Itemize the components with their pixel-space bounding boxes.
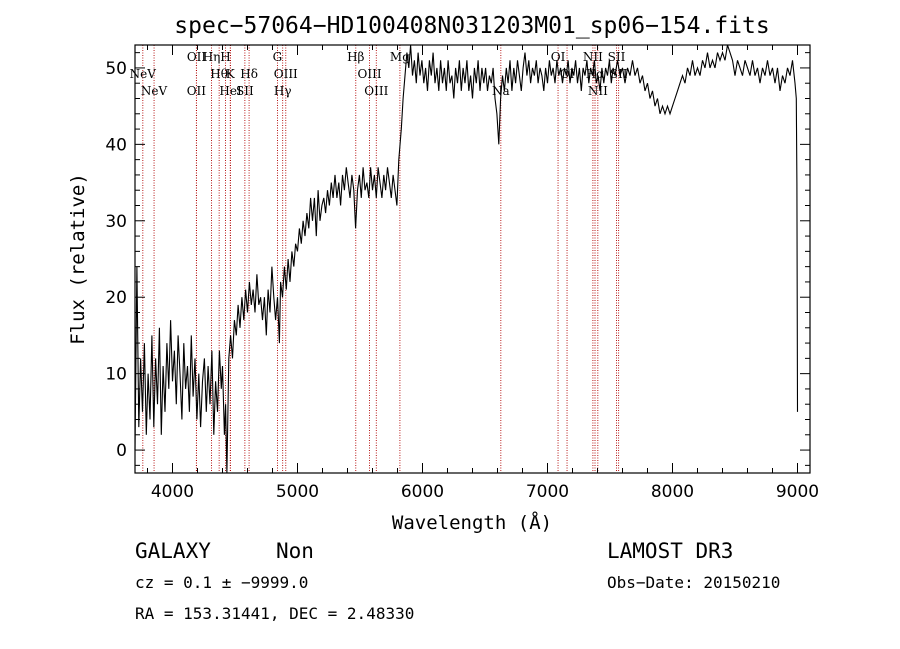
emission-line-label: Hβ <box>347 50 364 64</box>
x-tick-label: 4000 <box>151 482 194 502</box>
emission-line-label: OIII <box>364 84 388 98</box>
chart-title: spec−57064−HD100408N031203M01_sp06−154.f… <box>174 13 769 39</box>
data-release: LAMOST DR3 <box>607 539 733 563</box>
ra-dec-coordinates: RA = 153.31441, DEC = 2.48330 <box>135 604 414 623</box>
emission-line-label: HeI <box>219 84 242 98</box>
emission-line-label: NeV <box>141 84 168 98</box>
emission-line-label: Mg <box>390 50 410 64</box>
emission-line-label: H <box>220 50 230 64</box>
observation-date: Obs−Date: 20150210 <box>607 573 780 592</box>
emission-line-label: Hγ <box>274 84 292 98</box>
y-tick-label: 40 <box>105 135 127 155</box>
x-axis-label: Wavelength (Å) <box>392 511 552 534</box>
y-tick-label: 50 <box>105 59 127 79</box>
y-tick-label: 10 <box>105 365 127 385</box>
y-tick-label: 0 <box>116 441 127 461</box>
emission-line-label: OI <box>551 50 566 64</box>
redshift-cz: cz = 0.1 ± −9999.0 <box>135 573 308 592</box>
x-tick-label: 6000 <box>401 482 444 502</box>
emission-line-label: OIII <box>358 67 382 81</box>
emission-line-label: OII <box>187 84 207 98</box>
emission-line-label: G <box>273 50 283 64</box>
emission-line-label: SII <box>608 50 626 64</box>
emission-line-label: Hδ <box>240 67 258 81</box>
object-class: GALAXY <box>135 539 211 563</box>
emission-line-label: NeV <box>130 67 157 81</box>
y-axis-ticks: 0 10 20 30 40 50 <box>105 52 810 466</box>
emission-line-label: Hθ <box>210 67 228 81</box>
emission-line-label: K <box>226 67 236 81</box>
flux-series-line <box>134 44 799 474</box>
object-subclass: Non <box>276 539 314 563</box>
emission-line-label: NII <box>588 84 608 98</box>
y-tick-label: 30 <box>105 212 127 232</box>
x-tick-label: 5000 <box>276 482 319 502</box>
y-axis-label: Flux (relative) <box>67 173 89 345</box>
x-axis-ticks: 4000 5000 6000 7000 8000 9000 <box>147 45 819 502</box>
plot-frame <box>134 44 811 474</box>
emission-line-label: SII <box>236 84 254 98</box>
emission-line-label: Hη <box>203 50 221 64</box>
emission-line-label: OIII <box>274 67 298 81</box>
x-tick-label: 8000 <box>651 482 694 502</box>
emission-line-label: OII <box>187 50 207 64</box>
emission-line-label: NII <box>583 50 603 64</box>
x-tick-label: 7000 <box>526 482 569 502</box>
x-tick-label: 9000 <box>776 482 819 502</box>
y-tick-label: 20 <box>105 288 127 308</box>
